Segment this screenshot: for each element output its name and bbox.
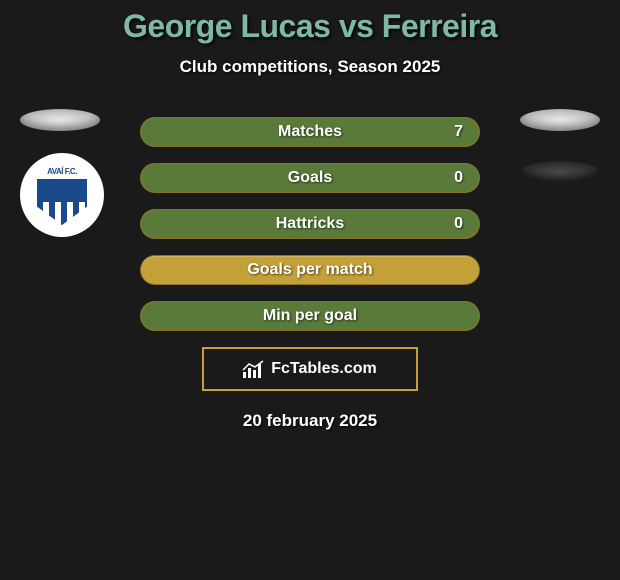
stat-value: 0 bbox=[454, 215, 463, 233]
stats-area: AVAÍ F.C. Matches 7 Goals 0 bbox=[0, 117, 620, 431]
subtitle: Club competitions, Season 2025 bbox=[0, 57, 620, 77]
left-player-column: AVAÍ F.C. bbox=[20, 109, 104, 237]
stat-row-matches: Matches 7 bbox=[140, 117, 480, 147]
shield-icon: AVAÍ F.C. bbox=[34, 163, 90, 227]
player-photo-placeholder-right bbox=[520, 109, 600, 131]
club-badge-placeholder-right bbox=[520, 161, 600, 183]
stat-label: Goals per match bbox=[247, 261, 372, 279]
club-badge-left: AVAÍ F.C. bbox=[20, 153, 104, 237]
chart-icon bbox=[243, 360, 265, 378]
stat-label: Min per goal bbox=[263, 307, 357, 325]
comparison-infographic: George Lucas vs Ferreira Club competitio… bbox=[0, 0, 620, 431]
stat-label: Matches bbox=[278, 123, 342, 141]
stat-row-min-per-goal: Min per goal bbox=[140, 301, 480, 331]
date-text: 20 february 2025 bbox=[0, 411, 620, 431]
brand-attribution: FcTables.com bbox=[202, 347, 418, 391]
right-player-column bbox=[520, 109, 600, 213]
brand-text: FcTables.com bbox=[271, 360, 377, 378]
stat-label: Hattricks bbox=[276, 215, 344, 233]
stat-row-goals: Goals 0 bbox=[140, 163, 480, 193]
stat-rows: Matches 7 Goals 0 Hattricks 0 Goals per … bbox=[140, 117, 480, 331]
stat-value: 7 bbox=[454, 123, 463, 141]
stat-row-hattricks: Hattricks 0 bbox=[140, 209, 480, 239]
page-title: George Lucas vs Ferreira bbox=[0, 8, 620, 45]
stat-row-goals-per-match: Goals per match bbox=[140, 255, 480, 285]
shield-text: AVAÍ F.C. bbox=[47, 167, 77, 176]
player-photo-placeholder-left bbox=[20, 109, 100, 131]
stat-label: Goals bbox=[288, 169, 332, 187]
stat-value: 0 bbox=[454, 169, 463, 187]
